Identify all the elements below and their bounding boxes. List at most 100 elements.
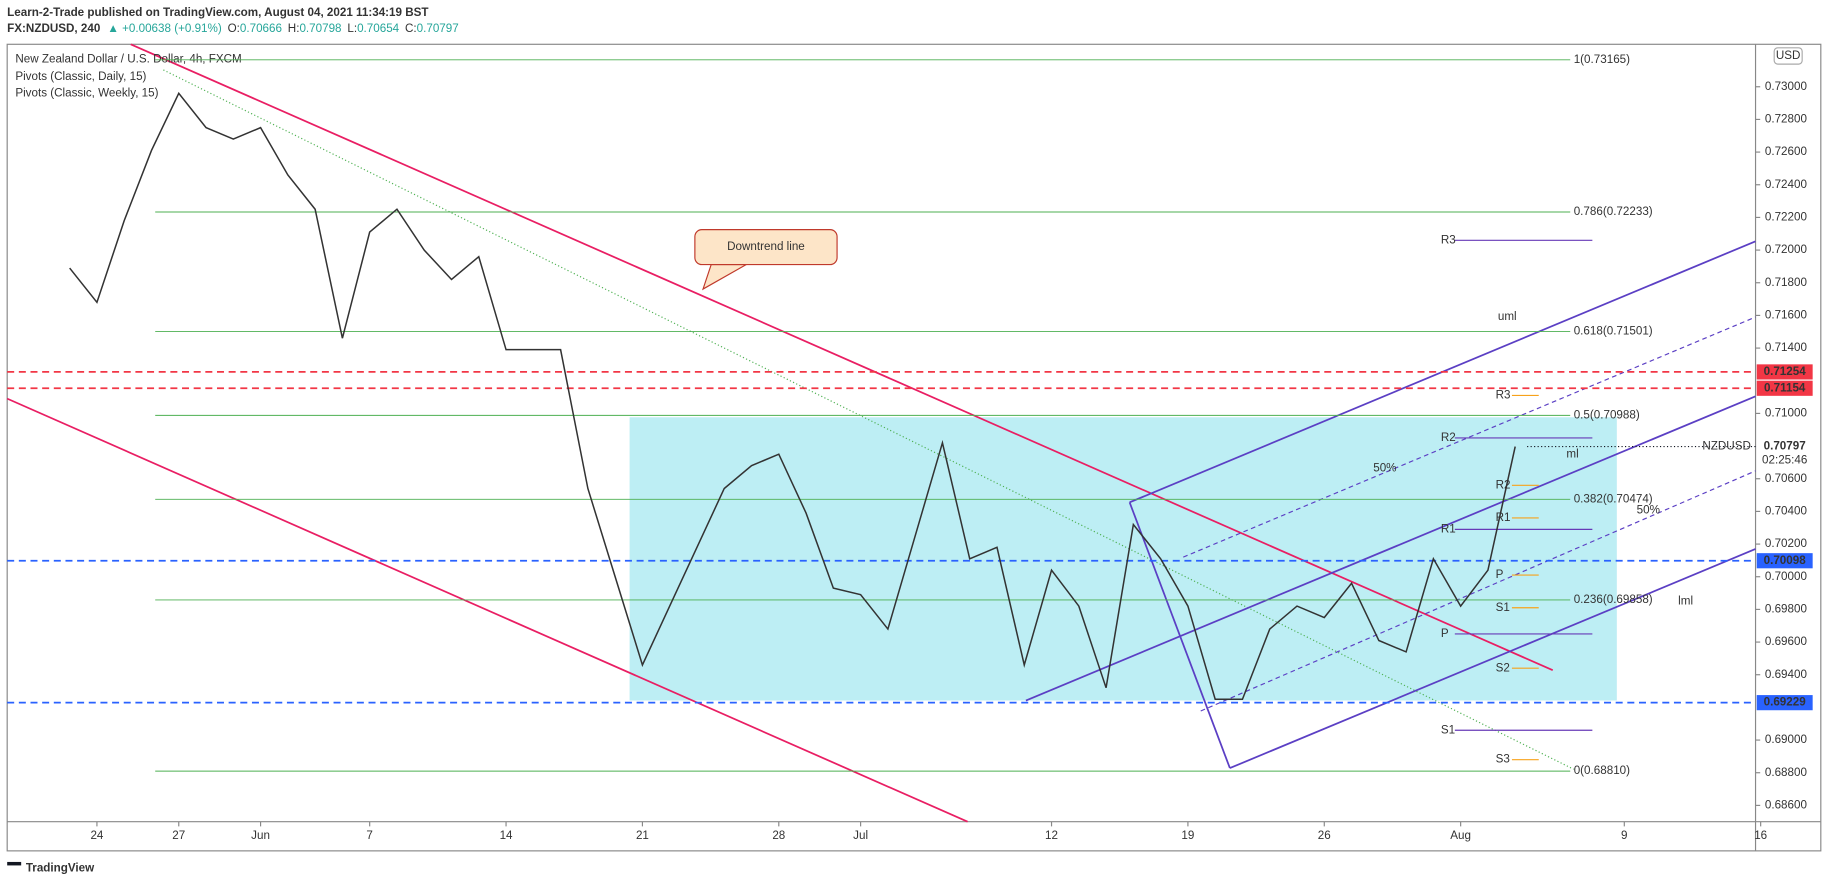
x-tick-label: 21 [636, 829, 649, 842]
x-tick-label: 19 [1181, 829, 1194, 842]
fib-label: 0(0.68810) [1574, 764, 1630, 777]
indicator: Pivots (Classic, Weekly, 15) [15, 86, 158, 99]
chart-title: New Zealand Dollar / U.S. Dollar, 4h, FX… [15, 53, 241, 66]
y-tick-label: 0.72000 [1765, 243, 1808, 256]
price-tag-label: 0.69229 [1764, 696, 1807, 709]
ohlc-label: L: [347, 22, 357, 35]
pitchfork-50-upper [1183, 316, 1756, 558]
y-tick-label: 0.71800 [1765, 276, 1808, 289]
indicator: Pivots (Classic, Daily, 15) [15, 70, 146, 83]
x-tick-label: 24 [90, 829, 103, 842]
y-tick-label: 0.68800 [1765, 766, 1808, 779]
y-tick-label: 0.69600 [1765, 635, 1808, 648]
symbol-line: FX:NZDUSD, 240 ▲ +0.00638 (+0.91%) O:0.706… [7, 22, 459, 35]
y-tick-label: 0.72400 [1765, 178, 1808, 191]
downtrend-channel [6, 397, 968, 823]
countdown: 02:25:46 [1762, 454, 1807, 467]
x-tick-label: 14 [500, 829, 513, 842]
price-tag [1756, 438, 1813, 467]
pitchfork-50-lower [1200, 470, 1756, 712]
pivot-label: R3 [1441, 233, 1456, 246]
callout-box [694, 229, 838, 266]
x-tick-label: 26 [1318, 829, 1331, 842]
currency: USD [1776, 49, 1801, 62]
last-price: 0.70797 [1764, 440, 1806, 453]
annotation: 50% [1373, 462, 1396, 475]
x-tick-label: Jul [853, 829, 868, 842]
fib-trendline [163, 69, 1574, 770]
y-tick-label: 0.68600 [1765, 798, 1808, 811]
pivot-label: R3 [1496, 389, 1511, 402]
pitchfork-ml [1025, 395, 1756, 702]
price-tag-label: 0.70098 [1764, 554, 1807, 567]
y-tick-label: 0.69800 [1765, 602, 1808, 615]
y-tick-label: 0.73000 [1765, 80, 1808, 93]
y-tick-label: 0.70600 [1765, 472, 1808, 485]
annotation: lml [1678, 595, 1693, 608]
x-tick-label: 9 [1621, 829, 1627, 842]
publisher: Learn-2-Trade published on TradingView.c… [7, 6, 428, 19]
x-tick-label: 16 [1754, 829, 1767, 842]
annotation: uml [1498, 310, 1517, 323]
price-tag-label: 0.71254 [1764, 365, 1807, 378]
fib-label: 0.786(0.72233) [1574, 205, 1653, 218]
y-tick-label: 0.70400 [1765, 504, 1808, 517]
pivot-label: S1 [1441, 723, 1455, 736]
ohlc-value: 0.70798 [299, 22, 341, 35]
ohlc-value: 0.70797 [417, 22, 459, 35]
y-tick-label: 0.70200 [1765, 537, 1808, 550]
annotation: ml [1566, 448, 1578, 461]
pivot-label: S3 [1496, 753, 1510, 766]
price-tag-label: 0.71154 [1764, 381, 1806, 394]
ohlc-value: 0.70666 [240, 22, 282, 35]
ohlc-value: 0.70654 [357, 22, 400, 35]
fib-label: 0.236(0.69858) [1574, 593, 1653, 606]
ohlc-label: H: [288, 22, 300, 35]
ohlc-label: C: [405, 22, 417, 35]
price-tag [1756, 364, 1813, 380]
ohlc-label: O: [228, 22, 240, 35]
symbol: FX:NZDUSD, 240 [7, 22, 100, 35]
pivot-label: S2 [1496, 661, 1510, 674]
downtrend-line [130, 43, 1554, 672]
range-box [629, 417, 1617, 701]
y-tick-label: 0.71000 [1765, 406, 1808, 419]
fib-label: 0.382(0.70474) [1574, 492, 1653, 505]
pivot-label: S1 [1496, 601, 1510, 614]
x-tick-label: 12 [1045, 829, 1058, 842]
x-tick-label: 28 [772, 829, 785, 842]
y-tick-label: 0.72600 [1765, 145, 1808, 158]
x-tick-label: Aug [1450, 829, 1471, 842]
price-tag [1756, 380, 1813, 396]
pivot-label: P [1496, 568, 1504, 581]
y-tick-label: 0.69400 [1765, 668, 1808, 681]
currency-button[interactable] [1773, 47, 1803, 65]
fib-label: 1(0.73165) [1574, 53, 1630, 66]
series-name: NZDUSD [1702, 440, 1751, 453]
y-tick-label: 0.71600 [1765, 308, 1808, 321]
logo: TradingView [26, 861, 95, 874]
fib-label: 0.618(0.71501) [1574, 325, 1653, 338]
y-tick-label: 0.71400 [1765, 341, 1808, 354]
pivot-label: R1 [1441, 522, 1456, 535]
annotation: 50% [1637, 504, 1660, 517]
annotation: Downtrend line [727, 240, 805, 253]
x-tick-label: Jun [251, 829, 270, 842]
frame [6, 43, 1822, 852]
y-tick-label: 0.70000 [1765, 570, 1808, 583]
pitchfork-handle [1128, 502, 1231, 769]
change: ▲ +0.00638 (+0.91%) [107, 22, 222, 35]
fib-label: 0.5(0.70988) [1574, 408, 1640, 421]
x-tick-label: 7 [366, 829, 372, 842]
price-line [69, 91, 1516, 700]
pitchfork-lml [1229, 548, 1756, 769]
y-tick-label: 0.69000 [1765, 733, 1808, 746]
y-tick-label: 0.72800 [1765, 113, 1808, 126]
y-tick-label: 0.72200 [1765, 210, 1808, 223]
x-tick-label: 27 [172, 829, 185, 842]
price-tag [1756, 553, 1813, 569]
pivot-label: R2 [1441, 431, 1456, 444]
price-tag [1756, 695, 1813, 711]
